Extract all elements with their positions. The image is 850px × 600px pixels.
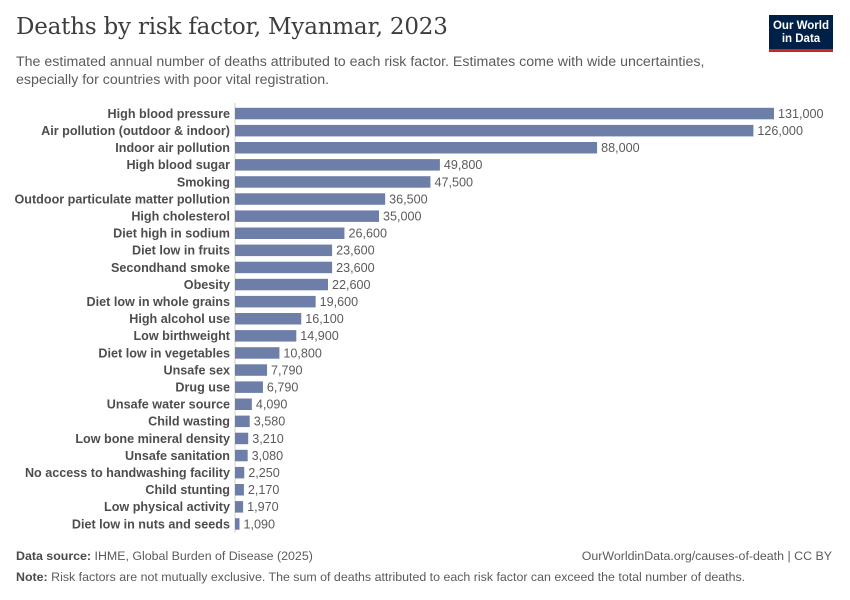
bar[interactable] [235, 484, 244, 496]
value-label: 22,600 [332, 278, 371, 292]
category-label: Low bone mineral density [75, 432, 230, 446]
category-label: Low birthweight [133, 329, 230, 343]
category-label: Secondhand smoke [111, 261, 230, 275]
value-label: 7,790 [271, 363, 303, 377]
bar[interactable] [235, 193, 386, 205]
category-label: High cholesterol [131, 209, 230, 223]
bar[interactable] [235, 466, 245, 479]
bar[interactable] [235, 398, 252, 411]
category-label: Diet low in whole grains [87, 295, 230, 309]
source-url[interactable]: OurWorldinData.org/causes-of-death | CC … [581, 549, 832, 563]
logo-line-2: in Data [781, 33, 821, 45]
category-label: Diet low in fruits [132, 244, 230, 258]
note-label: Note: [16, 570, 48, 584]
value-label: 2,170 [248, 483, 280, 497]
chart-title: Deaths by risk factor, Myanmar, 2023 [16, 14, 448, 40]
note-text: Risk factors are not mutually exclusive.… [51, 570, 746, 584]
value-label: 2,250 [248, 466, 280, 480]
category-label: Diet low in vegetables [98, 346, 230, 360]
value-label: 36,500 [389, 192, 428, 206]
category-label: High alcohol use [129, 312, 230, 326]
value-label: 16,100 [305, 312, 344, 326]
value-label: 6,790 [267, 380, 299, 394]
category-label: Indoor air pollution [115, 141, 230, 155]
category-label: Child stunting [145, 483, 230, 497]
category-label: High blood pressure [108, 107, 230, 121]
bar[interactable] [235, 330, 297, 342]
value-label: 35,000 [383, 209, 422, 223]
bar[interactable] [235, 142, 598, 154]
logo-line-1: Our World [772, 20, 829, 32]
value-label: 126,000 [757, 124, 803, 138]
value-label: 49,800 [444, 158, 483, 172]
chart-subtitle: The estimated annual number of deaths at… [16, 54, 705, 88]
value-label: 10,800 [283, 346, 322, 360]
bar[interactable] [235, 381, 263, 393]
bar[interactable] [235, 227, 345, 240]
bar[interactable] [235, 364, 268, 376]
value-label: 19,600 [320, 295, 359, 309]
category-label: No access to handwashing facility [25, 466, 230, 480]
value-label: 131,000 [778, 107, 824, 121]
category-label: Diet low in nuts and seeds [72, 517, 230, 531]
category-label: Unsafe water source [107, 398, 230, 412]
value-label: 3,210 [252, 432, 284, 446]
category-label: Smoking [177, 175, 230, 189]
bar[interactable] [235, 415, 250, 428]
category-label: Air pollution (outdoor & indoor) [41, 124, 230, 138]
value-label: 26,600 [348, 227, 387, 241]
bar[interactable] [235, 278, 328, 291]
bar[interactable] [235, 295, 316, 308]
category-label: High blood sugar [126, 158, 230, 172]
data-source: Data source: IHME, Global Burden of Dise… [16, 549, 313, 563]
data-source-label: Data source: [16, 549, 92, 563]
bar[interactable] [235, 313, 302, 325]
value-label: 1,090 [243, 517, 275, 531]
chart-note: Note: Risk factors are not mutually excl… [16, 570, 745, 584]
value-label: 4,090 [256, 398, 288, 412]
owid-logo[interactable]: Our World in Data [769, 15, 833, 52]
value-label: 1,970 [247, 500, 279, 514]
bar[interactable] [235, 347, 280, 359]
bar[interactable] [235, 518, 240, 530]
category-label: Obesity [184, 278, 230, 292]
value-label: 88,000 [601, 141, 640, 155]
value-label: 47,500 [434, 175, 473, 189]
bar[interactable] [235, 501, 244, 513]
value-label: 23,600 [336, 244, 375, 258]
category-label: Unsafe sanitation [125, 449, 230, 463]
data-source-link[interactable]: IHME, Global Burden of Disease (2025) [94, 549, 313, 563]
value-label: 23,600 [336, 261, 375, 275]
value-label: 3,080 [252, 449, 284, 463]
category-label: Outdoor particulate matter pollution [15, 192, 231, 206]
category-label: Drug use [175, 380, 230, 394]
bar[interactable] [235, 176, 431, 188]
bar[interactable] [235, 107, 774, 120]
bar[interactable] [235, 159, 440, 171]
bar[interactable] [235, 124, 754, 137]
bar[interactable] [235, 432, 249, 445]
value-label: 14,900 [300, 329, 339, 343]
value-label: 3,580 [254, 415, 286, 429]
category-label: Unsafe sex [163, 363, 230, 377]
bar[interactable] [235, 244, 333, 257]
category-label: Child wasting [148, 415, 230, 429]
category-label: Diet high in sodium [113, 227, 230, 241]
category-label: Low physical activity [104, 500, 230, 514]
bar[interactable] [235, 449, 248, 462]
bar[interactable] [235, 210, 380, 222]
bar[interactable] [235, 261, 333, 274]
